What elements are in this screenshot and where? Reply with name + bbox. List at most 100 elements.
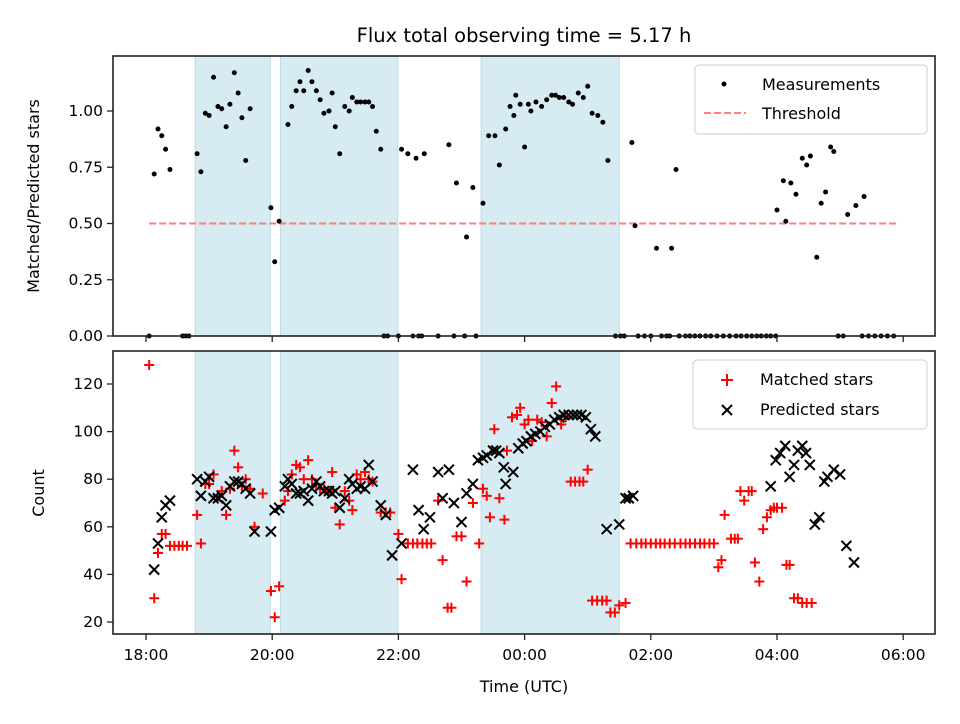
data-point (620, 597, 631, 608)
data-point (302, 494, 314, 507)
data-point (456, 531, 467, 542)
data-point (614, 600, 625, 611)
data-point (298, 485, 310, 497)
data-point (807, 153, 813, 159)
x-b (498, 461, 510, 474)
x-b (228, 475, 241, 488)
data-point (235, 90, 241, 96)
data-point (788, 459, 800, 471)
data-point (327, 467, 338, 478)
data-point (378, 146, 384, 152)
data-point (220, 499, 232, 512)
legend-marker-matched (721, 374, 733, 386)
x-b (220, 499, 232, 512)
x-b (195, 490, 207, 502)
data-point (405, 151, 411, 157)
data-point (507, 466, 519, 478)
x-b (563, 409, 575, 421)
data-point (297, 79, 303, 85)
data-point (432, 466, 444, 478)
data-point (498, 461, 510, 474)
x-tick-label: 22:00 (376, 646, 421, 664)
x-b (813, 511, 825, 523)
chart-title: Flux total observing time = 5.17 h (357, 24, 692, 47)
x-b (156, 511, 168, 523)
data-point (317, 97, 323, 103)
data-point (561, 95, 567, 100)
x-b (244, 487, 256, 500)
data-point (486, 133, 492, 139)
legend-label-measurements: Measurements (762, 75, 880, 94)
data-point (708, 538, 719, 549)
data-point (600, 523, 613, 535)
data-point (191, 473, 203, 485)
data-point (152, 547, 163, 558)
data-point (525, 101, 531, 107)
data-point (770, 454, 782, 466)
x-b (216, 490, 228, 502)
data-point (448, 497, 460, 509)
data-point (195, 490, 207, 502)
data-point (629, 140, 635, 145)
data-point (539, 104, 545, 109)
legend-marker-predicted (721, 404, 733, 416)
data-point (339, 492, 351, 504)
data-point (301, 88, 307, 94)
data-point (493, 447, 506, 459)
data-point (467, 498, 478, 508)
x-b (589, 430, 601, 443)
data-point (326, 108, 332, 114)
x-b (788, 459, 800, 471)
data-point (424, 511, 436, 523)
data-point (600, 119, 606, 125)
data-point (229, 445, 240, 456)
data-point (455, 516, 468, 528)
x-b (764, 480, 777, 493)
x-b (417, 523, 430, 535)
data-point (144, 359, 155, 370)
x-b (203, 471, 215, 483)
x-b (386, 549, 398, 562)
data-point (198, 169, 204, 175)
x-b (796, 440, 808, 452)
observing-interval-0 (194, 55, 271, 337)
data-point (248, 525, 261, 538)
data-point (285, 122, 291, 127)
data-point (489, 424, 500, 435)
data-point (861, 194, 867, 199)
x-b (848, 556, 860, 569)
y-tick-label: 80 (83, 470, 103, 488)
data-point (567, 409, 579, 421)
data-point (558, 409, 570, 421)
data-point (580, 95, 586, 100)
data-point (563, 409, 575, 421)
data-point (268, 205, 274, 211)
x-b (148, 563, 160, 576)
x-b (248, 525, 261, 538)
data-point (845, 212, 851, 217)
x-b (375, 499, 387, 512)
data-point (206, 113, 212, 118)
data-point (613, 518, 625, 531)
data-point (231, 70, 237, 76)
data-point (362, 99, 368, 105)
data-point (290, 487, 302, 500)
data-point (823, 189, 829, 195)
data-point (160, 528, 171, 539)
x-b (481, 449, 493, 462)
data-point (834, 468, 846, 481)
data-point (571, 409, 583, 421)
data-point (182, 540, 193, 551)
data-point (461, 576, 472, 587)
bottom-y-axis-label: Count (29, 469, 48, 517)
data-point (346, 108, 352, 114)
data-point (305, 68, 311, 73)
data-point (257, 488, 268, 499)
data-point (349, 95, 355, 100)
data-point (585, 83, 591, 89)
legend-label-predicted: Predicted stars (760, 400, 880, 419)
data-point (653, 245, 659, 251)
x-b (395, 537, 408, 550)
y-tick-label: 120 (73, 375, 103, 393)
data-point (619, 492, 632, 504)
